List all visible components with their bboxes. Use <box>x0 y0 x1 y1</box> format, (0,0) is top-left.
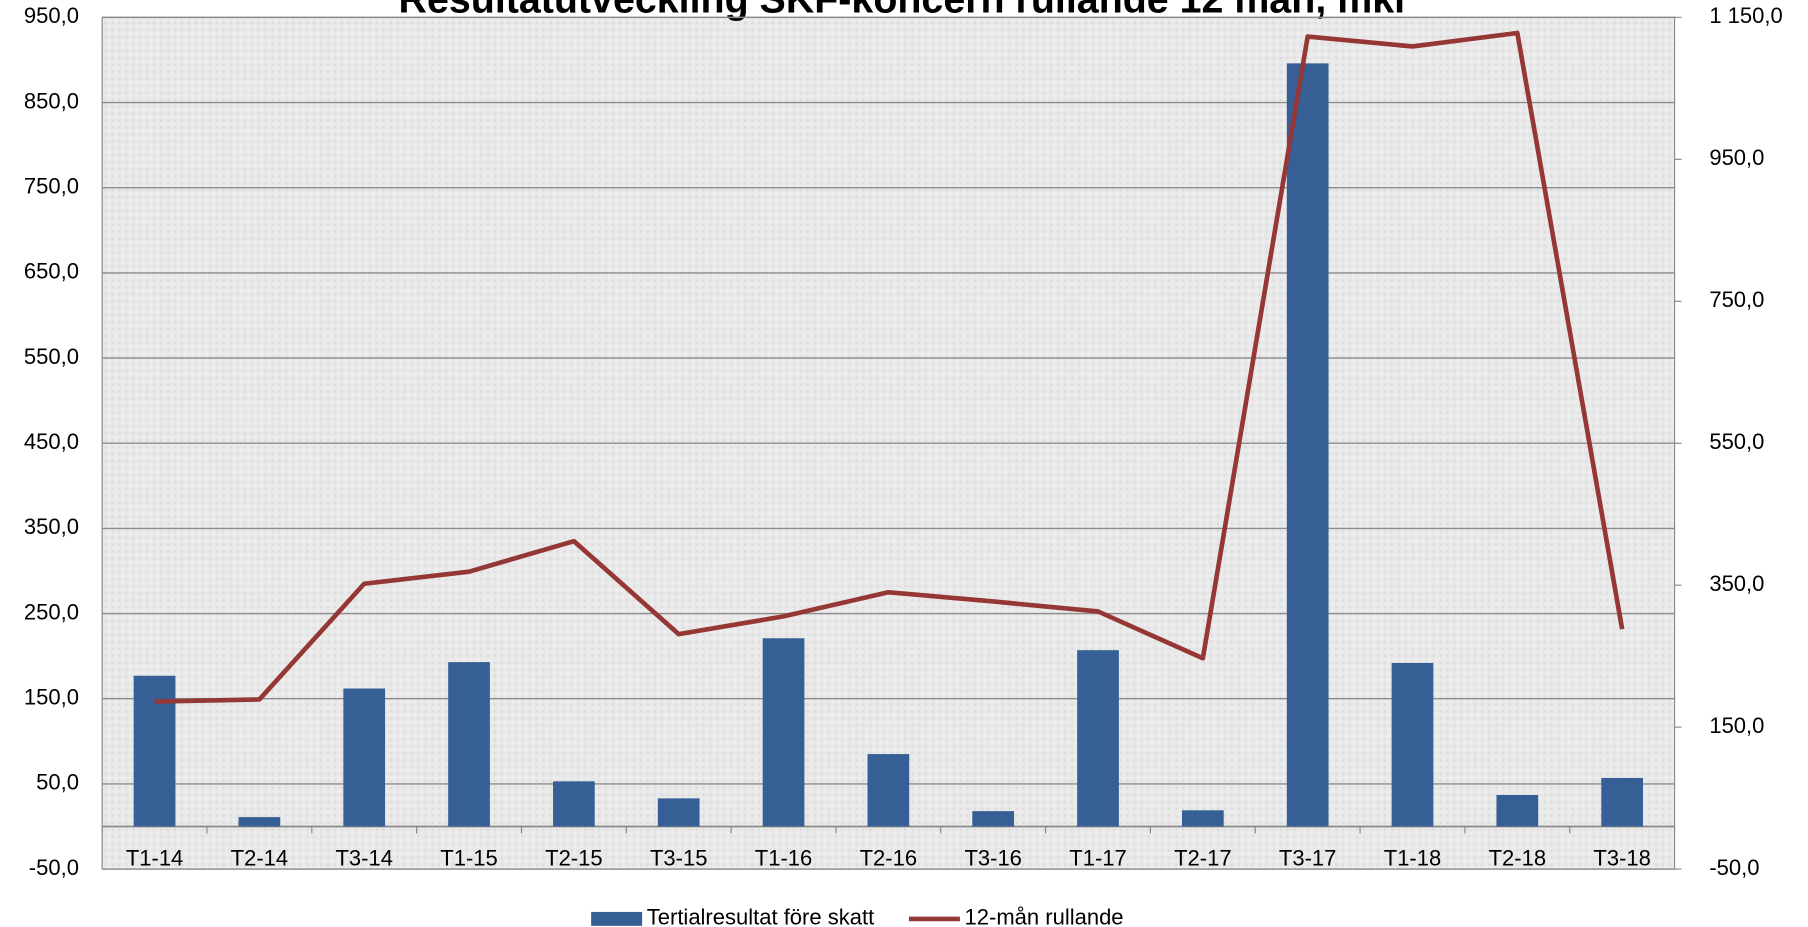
y2-tick-label: 1 150,0 <box>1709 3 1782 28</box>
x-tick-label: T2-17 <box>1174 846 1231 871</box>
y-tick-label: 550,0 <box>24 344 79 369</box>
bar <box>867 754 910 827</box>
bar <box>762 638 805 827</box>
legend-swatch <box>591 911 643 926</box>
bar <box>133 675 176 827</box>
bar <box>553 781 595 827</box>
line <box>154 30 1625 704</box>
x-tick-label: T1-15 <box>440 846 497 871</box>
y-tick-label: 150,0 <box>24 685 79 710</box>
y2-tick-label: 750,0 <box>1709 287 1764 312</box>
y-tick-label: 850,0 <box>24 88 79 113</box>
x-tick-label: T2-18 <box>1489 846 1546 871</box>
x-tick-label: T1-16 <box>755 846 812 871</box>
x-tick-label: T3-18 <box>1593 846 1650 871</box>
x-tick-label: T3-16 <box>964 846 1021 871</box>
y-tick-label: 650,0 <box>24 259 79 284</box>
chart-title: Resultatutveckling SKF-koncern rullande … <box>399 0 1410 22</box>
y2-tick-label: 150,0 <box>1709 713 1764 738</box>
y2-tick-label: 550,0 <box>1709 429 1764 454</box>
bar <box>1286 63 1329 827</box>
y-tick-label: 50,0 <box>36 770 79 795</box>
x-tick-label: T1-18 <box>1384 846 1441 871</box>
x-tick-label: T2-16 <box>860 846 917 871</box>
x-tick-label: T1-17 <box>1069 846 1126 871</box>
x-tick-label: T2-14 <box>231 846 288 871</box>
bar <box>238 817 281 827</box>
y-tick-label: 250,0 <box>24 599 79 624</box>
y2-tick-label: 950,0 <box>1709 145 1764 170</box>
x-tick-label: T1-14 <box>126 846 183 871</box>
x-tick-label: T3-14 <box>335 846 392 871</box>
legend-label: Tertialresultat före skatt <box>647 905 874 927</box>
x-tick-label: T3-15 <box>650 846 707 871</box>
bar <box>343 688 386 827</box>
y2-tick-label: -50,0 <box>1709 855 1759 880</box>
bar <box>1181 810 1224 827</box>
y-tick-label: 350,0 <box>24 514 79 539</box>
y-tick-label: 450,0 <box>24 429 79 454</box>
bar <box>1601 777 1644 827</box>
bar <box>972 811 1015 827</box>
x-tick-label: T3-17 <box>1279 846 1336 871</box>
bar <box>1496 794 1539 827</box>
bar <box>448 662 490 827</box>
y-tick-label: 950,0 <box>24 3 79 28</box>
bar <box>1391 662 1434 827</box>
y2-tick-label: 350,0 <box>1709 571 1764 596</box>
legend-label: 12-mån rullande <box>965 905 1124 927</box>
bar <box>1077 650 1119 827</box>
y-tick-label: 750,0 <box>24 174 79 199</box>
x-tick-label: T2-15 <box>545 846 602 871</box>
bar <box>657 798 700 827</box>
y-tick-label: -50,0 <box>29 855 79 880</box>
